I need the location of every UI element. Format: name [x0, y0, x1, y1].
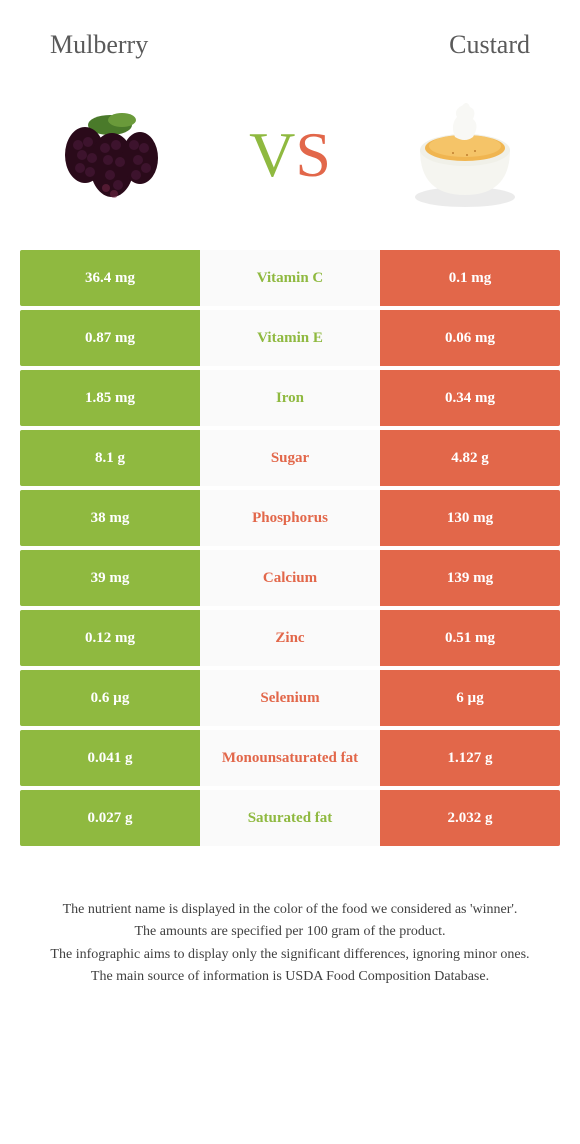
footer-line: The nutrient name is displayed in the co… [30, 900, 550, 920]
nutrient-name-cell: Sugar [200, 430, 380, 486]
nutrition-table: 36.4 mgVitamin C0.1 mg0.87 mgVitamin E0.… [20, 250, 560, 846]
footer-notes: The nutrient name is displayed in the co… [0, 850, 580, 1009]
left-value-cell: 0.027 g [20, 790, 200, 846]
left-value-cell: 0.12 mg [20, 610, 200, 666]
right-value-cell: 0.1 mg [380, 250, 560, 306]
right-value-cell: 0.06 mg [380, 310, 560, 366]
table-row: 0.6 µgSelenium6 µg [20, 670, 560, 726]
nutrient-name-cell: Vitamin E [200, 310, 380, 366]
footer-line: The main source of information is USDA F… [30, 967, 550, 987]
nutrient-name-cell: Monounsaturated fat [200, 730, 380, 786]
nutrient-name-cell: Calcium [200, 550, 380, 606]
table-row: 8.1 gSugar4.82 g [20, 430, 560, 486]
footer-line: The amounts are specified per 100 gram o… [30, 922, 550, 942]
table-row: 39 mgCalcium139 mg [20, 550, 560, 606]
table-row: 0.027 gSaturated fat2.032 g [20, 790, 560, 846]
right-value-cell: 139 mg [380, 550, 560, 606]
vs-label: V S [249, 118, 331, 192]
footer-line: The infographic aims to display only the… [30, 945, 550, 965]
right-food-title: Custard [449, 30, 530, 60]
table-row: 0.12 mgZinc0.51 mg [20, 610, 560, 666]
right-value-cell: 2.032 g [380, 790, 560, 846]
right-value-cell: 0.51 mg [380, 610, 560, 666]
vs-section: V S [0, 80, 580, 250]
left-value-cell: 36.4 mg [20, 250, 200, 306]
table-row: 38 mgPhosphorus130 mg [20, 490, 560, 546]
table-row: 0.041 gMonounsaturated fat1.127 g [20, 730, 560, 786]
right-value-cell: 4.82 g [380, 430, 560, 486]
left-value-cell: 38 mg [20, 490, 200, 546]
nutrient-name-cell: Vitamin C [200, 250, 380, 306]
left-value-cell: 39 mg [20, 550, 200, 606]
nutrient-name-cell: Zinc [200, 610, 380, 666]
header: Mulberry Custard [0, 0, 580, 80]
left-value-cell: 0.041 g [20, 730, 200, 786]
custard-image [390, 90, 540, 220]
left-value-cell: 0.87 mg [20, 310, 200, 366]
right-value-cell: 6 µg [380, 670, 560, 726]
nutrient-name-cell: Selenium [200, 670, 380, 726]
left-value-cell: 1.85 mg [20, 370, 200, 426]
nutrient-name-cell: Phosphorus [200, 490, 380, 546]
right-value-cell: 130 mg [380, 490, 560, 546]
vs-v-letter: V [249, 118, 295, 192]
table-row: 0.87 mgVitamin E0.06 mg [20, 310, 560, 366]
nutrient-name-cell: Iron [200, 370, 380, 426]
right-value-cell: 0.34 mg [380, 370, 560, 426]
mulberry-image [40, 90, 190, 220]
left-value-cell: 8.1 g [20, 430, 200, 486]
left-value-cell: 0.6 µg [20, 670, 200, 726]
vs-s-letter: S [295, 118, 331, 192]
left-food-title: Mulberry [50, 30, 148, 60]
right-value-cell: 1.127 g [380, 730, 560, 786]
table-row: 1.85 mgIron0.34 mg [20, 370, 560, 426]
nutrient-name-cell: Saturated fat [200, 790, 380, 846]
table-row: 36.4 mgVitamin C0.1 mg [20, 250, 560, 306]
